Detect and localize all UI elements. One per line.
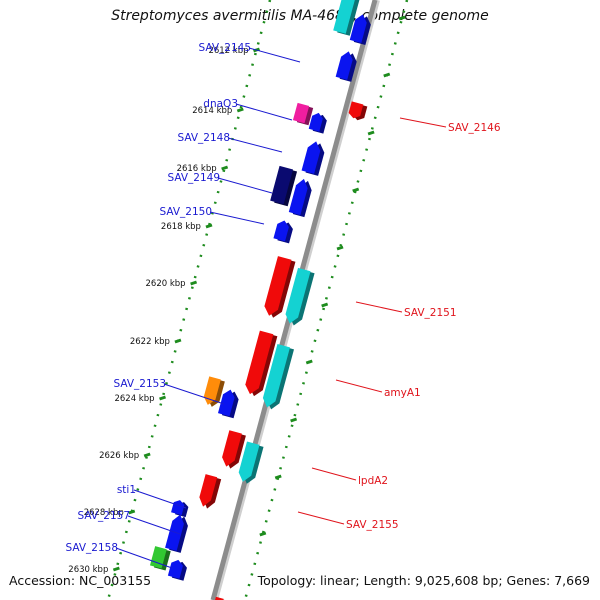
tick-2620-mark [190,280,198,286]
gene-cyan-top [333,0,355,34]
tick-2624-mark [159,395,167,401]
gene-sav-2146 [348,101,364,119]
label-sav-2157-leader [127,515,181,535]
label-sav-2145-leader [248,47,301,63]
left-dotted-guide [106,0,272,600]
gene-amya1-cyan [262,343,290,408]
genome-summary-text: Topology: linear; Length: 9,025,608 bp; … [257,573,590,588]
tick-2626-label: 2626 kbp [99,451,139,461]
gene-sav-2158-green [149,546,167,569]
gene-sav-2150 [273,220,289,242]
gene-bottom-red [215,596,224,600]
right-dotted-guide [243,0,409,600]
right-tick-8 [274,474,282,480]
tick-2622-mark [174,338,182,344]
gene-blue-top-b [335,51,353,80]
tick-2616-label: 2616 kbp [177,164,217,174]
label-sav-2151: SAV_2151 [404,307,457,319]
label-sav-2145: SAV_2145 [198,42,251,54]
right-tick-7 [290,417,298,423]
right-tick-0 [398,15,406,21]
tick-2612-label: 2612 kbp [208,46,248,56]
label-lpda2-leader [311,467,357,481]
tick-2628-label: 2628 kbp [84,508,124,518]
gene-sav-2155 [199,474,218,507]
right-tick-4 [336,245,344,251]
tick-2626-mark [143,452,151,458]
tick-2620-label: 2620 kbp [146,279,186,289]
label-sav-2157: SAV_2157 [77,510,130,522]
tick-2614-label: 2614 kbp [192,106,232,116]
tick-2630-mark [112,566,120,572]
gene-amya1-red [245,330,274,395]
tick-2614-mark [236,107,244,113]
right-tick-9 [259,531,267,537]
gene-blue-small [308,112,323,132]
right-tick-3 [352,187,360,193]
gene-blue-top-a [349,14,367,43]
label-sti1: sti1 [117,484,136,496]
label-sav-2158-leader [115,547,173,569]
label-sti1-leader [133,489,187,509]
gene-sav-2149b [288,178,308,216]
label-sav-2153-leader [163,383,225,405]
gene-sav-2151-cyan [285,267,311,324]
label-sav-2146-leader [399,117,447,128]
tick-2624-label: 2624 kbp [114,394,154,404]
gene-lpda2-red [222,430,242,467]
right-tick-6 [305,359,313,365]
label-sav-2149: SAV_2149 [167,172,220,184]
gene-dnaq3 [292,102,310,124]
tick-2622-label: 2622 kbp [130,337,170,347]
right-tick-5 [321,302,329,308]
gene-sav-2153-blue [217,389,235,417]
gene-sav-2148 [301,141,321,174]
gene-sav-2151-red [264,256,292,316]
label-sav-2151-leader [355,301,403,313]
gene-sav-2157 [165,514,184,551]
label-sav-2149-leader [217,177,273,194]
label-sav-2155-leader [297,511,345,525]
label-lpda2: lpdA2 [358,475,388,487]
label-amya1: amyA1 [384,387,421,399]
tick-2618-mark [205,223,213,229]
accession-text: Accession: NC_003155 [9,573,152,588]
gene-sav-2158-blue [167,559,183,579]
gene-sav-2149 [270,165,294,205]
label-sav-2146: SAV_2146 [448,122,501,134]
label-sav-2155: SAV_2155 [346,519,399,531]
tick-2628-mark [128,509,136,515]
label-sav-2150-leader [209,211,265,225]
tick-2616-mark [221,165,229,171]
label-sav-2153: SAV_2153 [113,378,166,390]
gene-lpda2-cyan [238,441,260,482]
label-sav-2148-leader [227,137,283,153]
label-sav-2150: SAV_2150 [159,206,212,218]
label-sav-2148: SAV_2148 [177,132,230,144]
label-dnaq3: dnaQ3 [203,98,238,110]
tick-2618-label: 2618 kbp [161,222,201,232]
map-title: Streptomyces avermitilis MA-4680, comple… [111,8,489,24]
label-amya1-leader [335,379,383,393]
gene-sav-2153-orange [203,376,221,405]
right-tick-1 [383,72,391,78]
label-sav-2158: SAV_2158 [65,542,118,554]
label-dnaq3-leader [235,103,293,121]
tick-2630-label: 2630 kbp [68,565,108,575]
right-tick-2 [367,130,375,136]
